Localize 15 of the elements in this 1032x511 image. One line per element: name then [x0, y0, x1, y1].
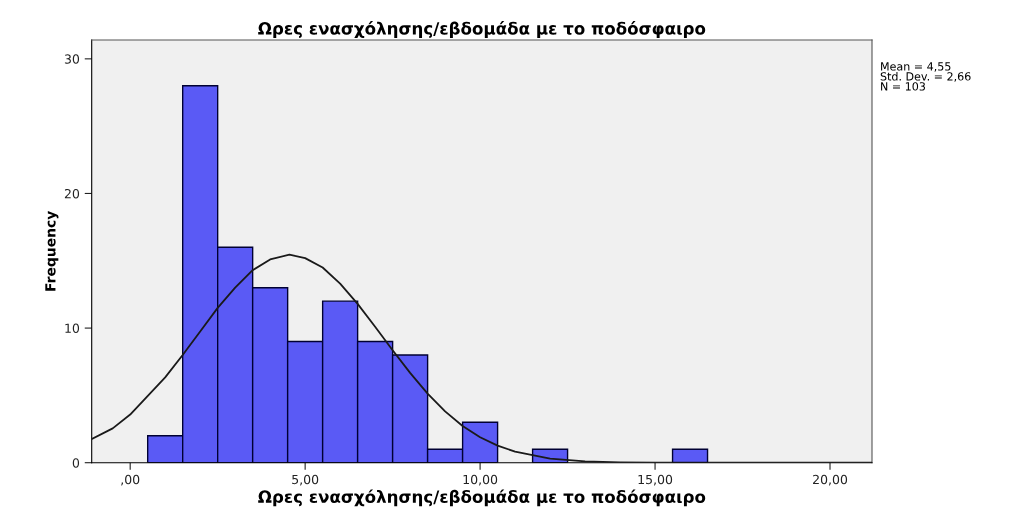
x-tick-label: 20,00: [813, 474, 848, 486]
x-tick-label: 5,00: [292, 474, 319, 486]
chart-title: Ωρες ενασχόλησης/εβδομάδα με το ποδόσφαιρο: [258, 21, 706, 38]
x-axis-title: Ωρες ενασχόλησης/εβδομάδα με το ποδόσφαιρο: [258, 489, 706, 507]
x-tick-label: ,00: [121, 474, 140, 486]
y-tick-label: 0: [72, 458, 80, 468]
text: N = 103: [881, 82, 925, 91]
text: Std. Dev. = 2,66: [880, 72, 971, 82]
x-tick-label: 10,00: [463, 474, 498, 486]
y-axis-title: Frequency: [45, 210, 59, 291]
y-tick-label: 30: [64, 54, 80, 64]
text: Mean = 4,55: [881, 62, 951, 72]
y-tick-label: 20: [64, 188, 80, 199]
x-tick-label: 15,00: [638, 474, 673, 486]
y-tick-label: 10: [65, 323, 80, 334]
